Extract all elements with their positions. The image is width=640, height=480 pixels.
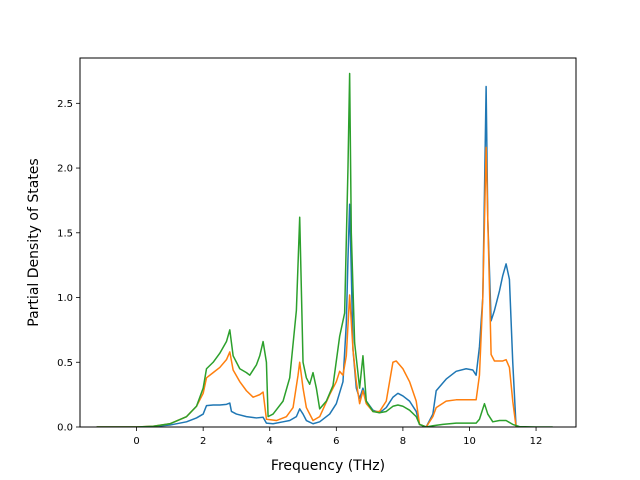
y-tick-label: 1.5 [57,228,73,239]
x-tick-label: 8 [400,436,406,447]
series-line-2 [96,146,520,427]
x-tick-label: 4 [267,436,273,447]
x-tick-label: 12 [530,436,543,447]
series-line-3 [96,72,553,427]
x-axis-ticks: 0 2 4 6 8 10 12 [133,427,542,447]
y-tick-label: 2.0 [57,164,73,175]
x-tick-label: 2 [200,436,206,447]
x-axis-label: Frequency (THz) [271,458,385,474]
x-tick-label: 10 [463,436,476,447]
y-tick-label: 1.0 [57,293,73,304]
y-axis-ticks: 0.0 0.5 1.0 1.5 2.0 2.5 [57,99,80,434]
y-tick-label: 0.0 [57,423,73,434]
y-axis-label: Partial Density of States [26,158,42,326]
x-tick-label: 6 [333,436,339,447]
x-tick-label: 0 [133,436,139,447]
y-tick-label: 2.5 [57,99,73,110]
y-tick-label: 0.5 [57,358,73,369]
series-line-1 [96,85,520,427]
plot-area-frame [79,57,577,428]
